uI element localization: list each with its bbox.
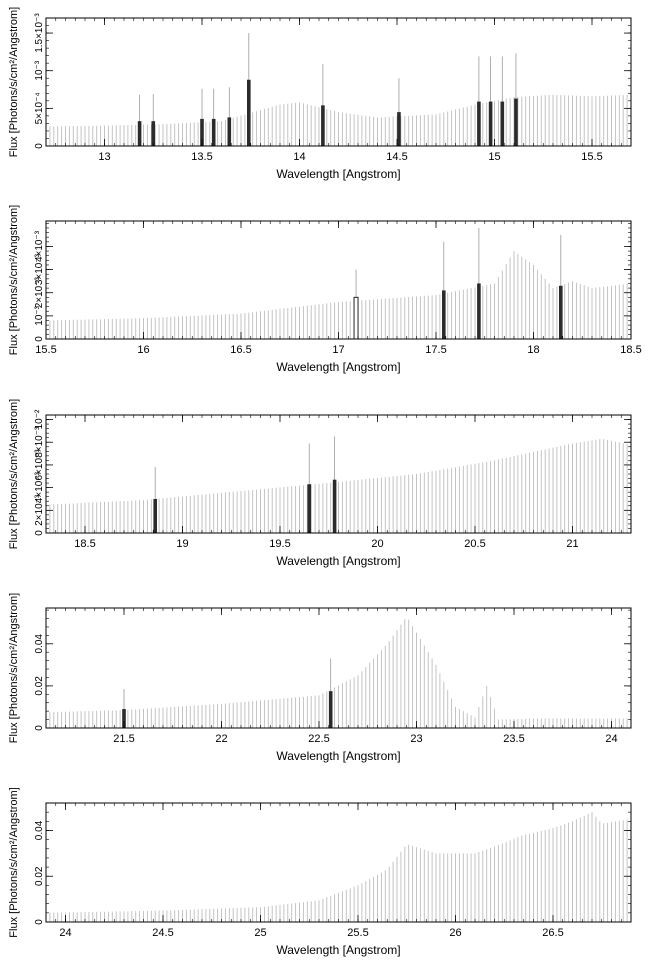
x-tick-label: 21 [566, 538, 578, 550]
highlight-bar [559, 285, 563, 339]
y-tick-label: 4×10⁻³ [34, 230, 45, 262]
y-tick-label: 3×10⁻³ [34, 253, 45, 285]
highlight-bar [514, 98, 518, 146]
x-tick-label: 18.5 [74, 538, 95, 550]
highlight-bar [328, 691, 333, 728]
x-tick-label: 17.5 [425, 344, 446, 356]
highlight-bar [227, 117, 232, 146]
highlight-bar [153, 498, 157, 533]
chart-panel-4: 21.5 22 22.5 23 23.5 24 0 0.02 0.04 Wavelength [A… [8, 593, 632, 763]
highlight-bar [477, 101, 481, 146]
y-axis-label: Flux [Photons/s/cm²/Angstrom] [8, 787, 20, 937]
highlight-bar [211, 118, 216, 146]
x-tick-label: 20 [371, 538, 383, 550]
y-tick-label: 0.02 [34, 676, 45, 696]
x-axis-label: Wavelength [Angstrom] [276, 360, 400, 374]
chart-panel-1: 13 13.5 14 14.5 15 15.5 0 5×10⁻⁴ 10⁻³ 1.5×10⁻³ Wav… [8, 7, 632, 181]
y-axis-label: Flux [Photons/s/cm²/Angstrom] [8, 7, 20, 157]
x-tick-label: 16 [137, 344, 149, 356]
y-tick-label: 0 [34, 530, 45, 536]
highlight-bar [397, 112, 401, 146]
x-tick-label: 24.5 [152, 927, 173, 939]
x-tick-label: 22 [215, 733, 227, 745]
x-tick-label: 15.5 [35, 344, 56, 356]
x-tick-label: 13 [98, 151, 110, 163]
y-tick-label: 4×10⁻³ [34, 471, 45, 503]
y-tick-label: 8×10⁻³ [34, 426, 45, 458]
x-tick-label: 14 [293, 151, 305, 163]
y-tick-label: 6×10⁻³ [34, 449, 45, 481]
highlight-bar [321, 105, 325, 146]
x-tick-label: 25 [254, 927, 266, 939]
y-tick-label: 0 [34, 919, 45, 925]
y-tick-label: 2×10⁻³ [34, 494, 45, 526]
highlight-bar [332, 479, 337, 533]
y-axis-label: Flux [Photons/s/cm²/Angstrom] [8, 399, 20, 549]
y-tick-label: 0.04 [34, 820, 45, 840]
x-tick-label: 18.5 [620, 344, 641, 356]
x-tick-label: 20.5 [464, 538, 485, 550]
x-axis-label: Wavelength [Angstrom] [276, 554, 400, 568]
y-tick-label: 0 [34, 336, 45, 342]
highlight-bar [247, 79, 251, 146]
chart-panel-3: 18.5 19 19.5 20 20.5 21 0 2×10⁻³4×10⁻³6×10⁻³8×1… [8, 399, 632, 568]
y-tick-label: 0 [34, 143, 45, 149]
highlight-bar [353, 296, 359, 340]
x-tick-label: 14.5 [386, 151, 407, 163]
x-axis-label: Wavelength [Angstrom] [276, 167, 400, 181]
x-tick-label: 15.5 [581, 151, 602, 163]
x-axis-label: Wavelength [Angstrom] [276, 943, 400, 957]
x-tick-label: 19.5 [269, 538, 290, 550]
y-tick-label: 10⁻² [34, 409, 45, 429]
y-tick-label: 0 [34, 725, 45, 731]
highlight-bar [122, 709, 126, 728]
x-tick-label: 23.5 [503, 733, 524, 745]
x-tick-label: 16.5 [230, 344, 251, 356]
x-tick-label: 26.5 [542, 927, 563, 939]
x-tick-label: 13.5 [191, 151, 212, 163]
highlight-bar [200, 118, 204, 146]
x-tick-label: 24 [605, 733, 617, 745]
x-tick-label: 19 [176, 538, 188, 550]
x-tick-label: 15 [488, 151, 500, 163]
highlight-bar [307, 484, 312, 533]
highlight-bar [442, 290, 446, 339]
y-tick-label: 10⁻³ [34, 60, 45, 80]
x-tick-label: 23 [410, 733, 422, 745]
chart-panel-5: 24 24.5 25 25.5 26 26.5 0 0.02 0.04 Wavelength [A… [8, 787, 632, 957]
y-tick-label: 2×10⁻³ [34, 276, 45, 308]
y-axis-label: Flux [Photons/s/cm²/Angstrom] [8, 593, 20, 743]
highlight-bar [151, 121, 156, 146]
y-axis-label: Flux [Photons/s/cm²/Angstrom] [8, 205, 20, 355]
highlight-bar [137, 121, 142, 146]
x-tick-label: 18 [527, 344, 539, 356]
y-tick-label: 10⁻³ [34, 305, 45, 325]
y-tick-label: 0.02 [34, 866, 45, 886]
x-tick-label: 26 [449, 927, 461, 939]
x-tick-label: 17 [332, 344, 344, 356]
highlight-bar [477, 283, 481, 339]
x-tick-label: 25.5 [347, 927, 368, 939]
x-tick-label: 21.5 [113, 733, 134, 745]
x-tick-label: 24 [59, 927, 71, 939]
chart-panel-2: 15.5 16 16.5 17 17.5 18 18.5 0 10⁻³2×10⁻³3×10⁻³4… [8, 205, 642, 374]
x-axis-label: Wavelength [Angstrom] [276, 749, 400, 763]
y-tick-label: 1.5×10⁻³ [34, 13, 45, 53]
y-tick-label: 0.04 [34, 634, 45, 654]
x-tick-label: 22.5 [308, 733, 329, 745]
highlight-bar [488, 101, 493, 146]
highlight-bar [500, 101, 505, 146]
y-tick-label: 5×10⁻⁴ [34, 92, 45, 124]
